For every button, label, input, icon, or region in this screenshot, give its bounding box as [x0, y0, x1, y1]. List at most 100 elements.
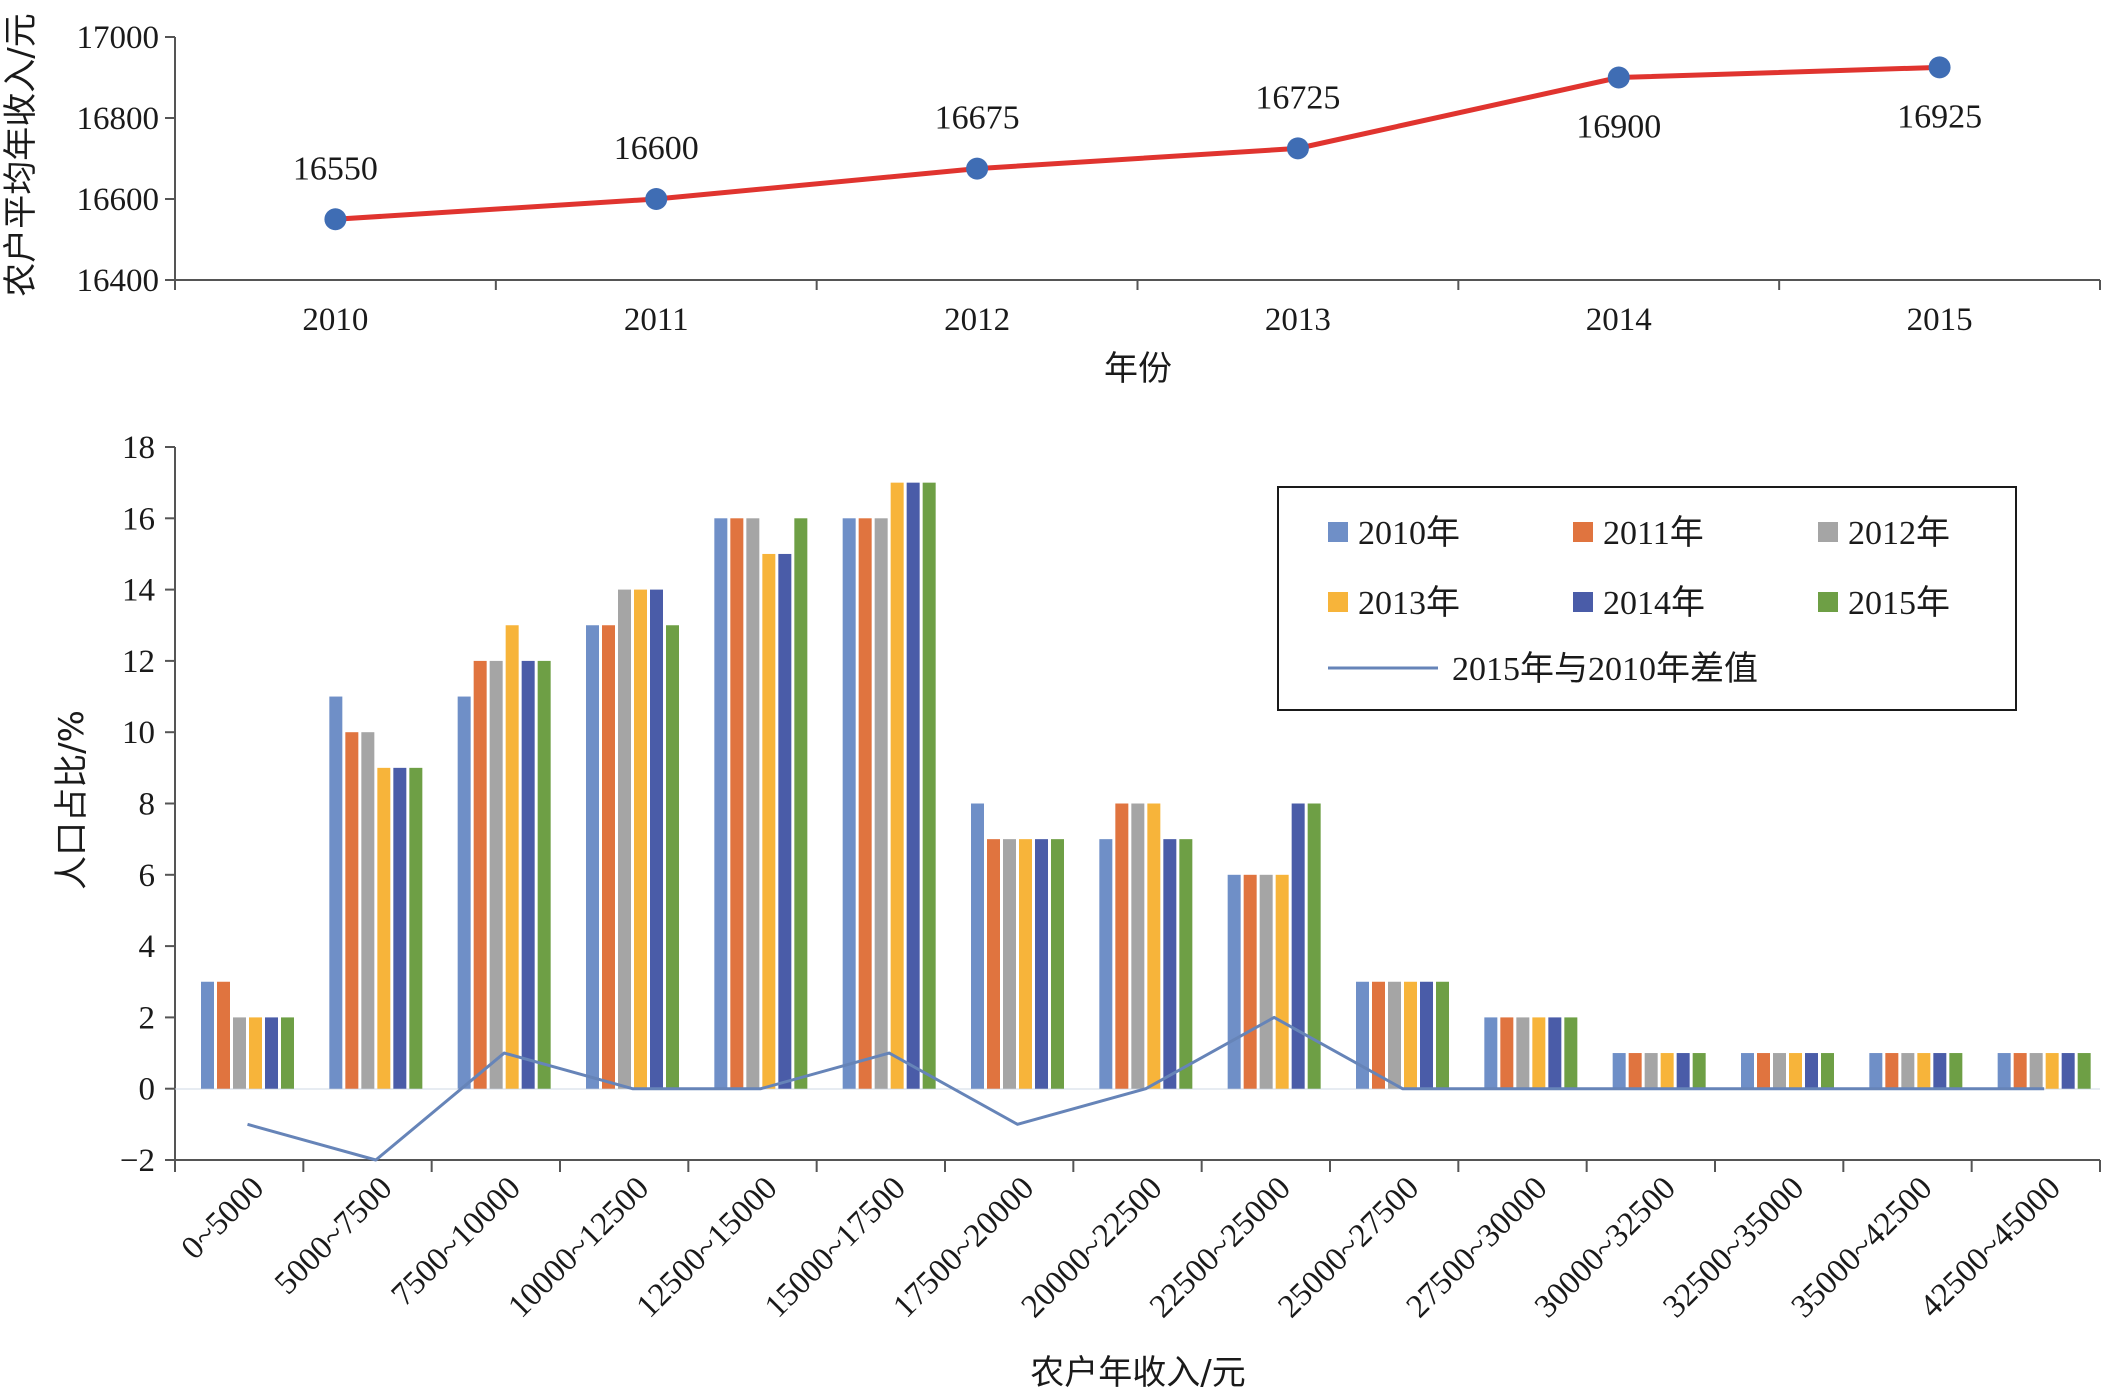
bar — [842, 518, 856, 1089]
bar — [1949, 1053, 1963, 1089]
bar — [1307, 803, 1321, 1089]
income-point — [1607, 66, 1630, 89]
bar — [1227, 874, 1241, 1089]
bar — [602, 625, 615, 1089]
bottom-y-tick-label: 6 — [139, 858, 156, 894]
bar-series-2011年 — [217, 518, 2027, 1089]
bottom-y-tick-label: 16 — [122, 501, 155, 537]
bar — [778, 553, 792, 1089]
legend-swatch — [1818, 522, 1838, 542]
bar — [2045, 1053, 2059, 1089]
bar — [2061, 1053, 2075, 1089]
bar — [1885, 1053, 1899, 1089]
bar — [409, 767, 423, 1089]
income-point — [1286, 137, 1309, 160]
bar — [2077, 1053, 2091, 1089]
bar — [2029, 1053, 2043, 1089]
bar-series-2014年 — [265, 482, 2075, 1089]
bar — [1789, 1053, 1802, 1089]
bar — [1660, 1053, 1674, 1089]
bottom-x-ticks: 0~50005000~75007500~1000010000~125001250… — [174, 1160, 2101, 1325]
legend-swatch — [1818, 592, 1838, 612]
bar — [971, 803, 984, 1089]
bar — [521, 660, 535, 1089]
bar — [1997, 1053, 2011, 1089]
bar — [1692, 1053, 1706, 1089]
income-line — [335, 64, 1940, 222]
legend-label: 2011年 — [1603, 514, 1704, 552]
bar — [1548, 1017, 1562, 1089]
legend-label: 2013年 — [1358, 584, 1460, 622]
bottom-y-tick-label: 10 — [122, 715, 155, 751]
top-y-ticks: 16400 16600 16800 17000 — [77, 20, 175, 299]
top-x-ticks: 2010 2011 2012 2013 2014 2015 — [174, 280, 2101, 338]
bar — [1163, 839, 1177, 1089]
bottom-x-tick-label: 5000~7500 — [268, 1170, 399, 1301]
income-point — [966, 157, 989, 180]
bar — [1035, 839, 1048, 1089]
top-x-tick-label: 2014 — [1586, 302, 1652, 338]
legend-swatch — [1573, 592, 1593, 612]
income-data-label: 16550 — [293, 150, 378, 187]
bar — [730, 518, 744, 1089]
income-points — [324, 56, 1951, 231]
bar — [505, 625, 519, 1089]
bar — [858, 518, 872, 1089]
bar-series-2010年 — [201, 518, 2011, 1089]
bottom-y-tick-label: 14 — [122, 573, 155, 609]
legend-box — [1277, 486, 2017, 711]
bar — [1821, 1053, 1834, 1089]
bar — [201, 981, 214, 1089]
bar — [1372, 981, 1385, 1089]
bar — [987, 839, 1000, 1089]
top-x-tick-label: 2012 — [944, 302, 1010, 338]
bottom-y-tick-label: 4 — [139, 929, 156, 965]
bar — [1420, 981, 1433, 1089]
bar — [473, 660, 487, 1089]
bar — [1019, 839, 1032, 1089]
bar — [666, 625, 679, 1089]
bar-series-2013年 — [249, 482, 2059, 1089]
bar — [2013, 1053, 2027, 1089]
bar — [1003, 839, 1016, 1089]
bar — [1131, 803, 1145, 1089]
bar — [393, 767, 407, 1089]
bar-series — [201, 482, 2091, 1089]
top-y-axis-title: 农户平均年收入/元 — [1, 13, 41, 296]
bar — [1484, 1017, 1498, 1089]
top-x-tick-label: 2011 — [624, 302, 689, 338]
bar — [281, 1017, 294, 1089]
bar — [794, 518, 808, 1089]
bar — [217, 981, 230, 1089]
bar — [1532, 1017, 1546, 1089]
income-point — [1928, 56, 1951, 79]
bar — [650, 589, 663, 1089]
legend-swatch — [1328, 592, 1348, 612]
legend-label: 2010年 — [1358, 514, 1460, 552]
bar — [1051, 839, 1064, 1089]
bar — [361, 732, 375, 1089]
difference-line — [247, 1015, 2045, 1162]
legend-label: 2012年 — [1848, 514, 1950, 552]
bar — [922, 482, 936, 1089]
bottom-x-axis-title: 农户年收入/元 — [1030, 1353, 1245, 1389]
bar — [586, 625, 599, 1089]
bar — [345, 732, 359, 1089]
legend-swatch — [1328, 522, 1348, 542]
legend-swatch — [1573, 522, 1593, 542]
income-data-label: 16925 — [1897, 98, 1982, 135]
legend-items: 2010年 2011年 2012年 2013年 2014年 2015年 — [1328, 514, 1950, 622]
legend-label: 2014年 — [1603, 584, 1705, 622]
bar — [1436, 981, 1449, 1089]
bar — [1917, 1053, 1931, 1089]
top-y-tick-label: 17000 — [77, 20, 160, 56]
bar — [233, 1017, 246, 1089]
bar — [489, 660, 503, 1089]
top-x-tick-label: 2010 — [302, 302, 368, 338]
bottom-y-axis-title: 人口占比/% — [52, 710, 92, 890]
bottom-x-tick-label: 0~5000 — [175, 1170, 271, 1266]
bar — [1099, 839, 1113, 1089]
top-y-tick-label: 16800 — [77, 101, 160, 137]
